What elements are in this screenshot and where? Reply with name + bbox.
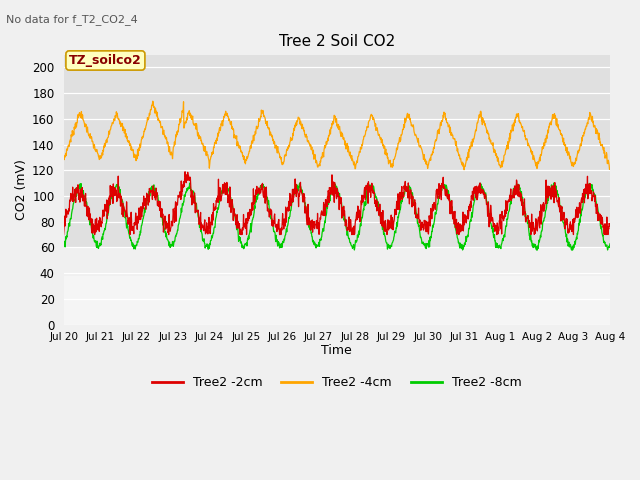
Title: Tree 2 Soil CO2: Tree 2 Soil CO2 — [278, 34, 395, 49]
Bar — [63, 276, 610, 324]
Bar — [63, 247, 610, 324]
X-axis label: Time: Time — [321, 344, 352, 357]
Text: TZ_soilco2: TZ_soilco2 — [69, 54, 142, 67]
Text: No data for f_T2_CO2_4: No data for f_T2_CO2_4 — [6, 14, 138, 25]
Y-axis label: CO2 (mV): CO2 (mV) — [15, 159, 28, 220]
Legend: Tree2 -2cm, Tree2 -4cm, Tree2 -8cm: Tree2 -2cm, Tree2 -4cm, Tree2 -8cm — [147, 371, 527, 394]
